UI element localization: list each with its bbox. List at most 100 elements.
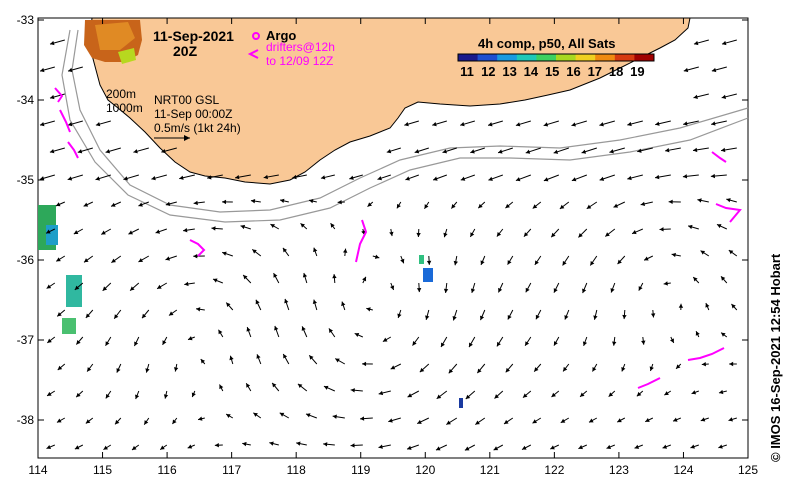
current-vector-field	[39, 39, 738, 451]
current-vector-head	[162, 340, 167, 345]
current-vector-head	[183, 227, 188, 233]
current-vector-head	[522, 445, 527, 450]
current-vector-head	[213, 278, 218, 283]
current-vector-head	[525, 287, 530, 293]
current-vector-head	[505, 367, 510, 373]
x-tick-label: 120	[415, 463, 435, 477]
current-vector-head	[728, 417, 733, 422]
current-vector-head	[222, 251, 227, 256]
drifter-track	[54, 87, 64, 103]
current-vector-head	[46, 229, 51, 234]
current-vector-head	[242, 441, 247, 447]
current-vector-head	[76, 392, 81, 398]
drifter-track	[189, 239, 206, 257]
current-vector-head	[386, 149, 392, 154]
sst-patch-warm	[95, 22, 135, 50]
current-vector-head	[470, 232, 475, 237]
current-vector-head	[282, 247, 288, 253]
current-vector-head	[273, 273, 278, 278]
x-tick-label: 121	[480, 463, 500, 477]
current-vector-head	[507, 314, 512, 320]
drifter-track	[687, 347, 725, 361]
isobath-200m	[71, 29, 749, 213]
current-vector-head	[341, 301, 346, 307]
current-vector-head	[279, 412, 285, 417]
scale-label: 0.5m/s (1kt 24h)	[154, 121, 241, 135]
current-vector-head	[578, 445, 583, 450]
current-vector-head	[388, 418, 393, 423]
sst-colorbar	[457, 53, 655, 62]
current-vector-head	[77, 149, 83, 154]
current-vector-head	[138, 258, 144, 262]
current-vector-head	[636, 391, 642, 397]
current-vector-head	[673, 417, 678, 422]
current-vector-head	[452, 315, 457, 321]
current-vector-head	[50, 94, 55, 100]
current-vector-head	[105, 393, 110, 399]
x-axis-ticks: 114 115 116 117 118 119 120 121 122 123 124 125	[28, 18, 758, 477]
current-vector-head	[493, 446, 499, 451]
current-vector-head	[637, 148, 642, 153]
current-vector-head	[711, 67, 717, 73]
current-vector-head	[132, 445, 137, 450]
current-vector-head	[116, 368, 121, 373]
current-vector-head	[400, 258, 405, 264]
current-vector-head	[46, 444, 52, 450]
current-vector-head	[49, 149, 55, 154]
current-vector-head	[168, 311, 174, 316]
current-vector-head	[627, 175, 632, 181]
current-vector-head	[525, 149, 531, 154]
current-vector-head	[219, 384, 224, 390]
current-vector-head	[726, 198, 731, 203]
current-vector-head	[649, 366, 654, 371]
current-vector-head	[470, 149, 475, 154]
current-vector-head	[222, 199, 227, 205]
drifter-track	[637, 377, 661, 389]
colorbar-title: 4h comp, p50, All Sats	[478, 36, 616, 51]
current-vector-head	[627, 121, 632, 127]
current-vector-head	[701, 361, 706, 367]
current-vector-head	[76, 340, 81, 345]
current-vector-head	[240, 224, 246, 230]
current-vector-head	[50, 40, 55, 46]
current-vector-head	[165, 256, 171, 261]
y-tick-label: -38	[17, 413, 35, 427]
current-vector-head	[297, 383, 303, 389]
current-vector-head	[659, 227, 664, 232]
current-vector-head	[313, 247, 318, 253]
current-vector-head	[641, 340, 646, 345]
current-vector-head	[378, 390, 384, 396]
current-vector-head	[105, 149, 111, 154]
current-vector-head	[564, 315, 569, 320]
current-vector-head	[586, 204, 592, 209]
current-vector-head	[218, 329, 223, 335]
current-vector-head	[39, 121, 45, 127]
current-vector-head	[179, 175, 184, 180]
current-vector-head	[193, 253, 198, 259]
current-vector-head	[191, 392, 196, 398]
current-vector-head	[523, 232, 529, 237]
current-vector-head	[253, 412, 258, 417]
product-label-2: 11-Sep 00:00Z	[154, 107, 233, 121]
current-vector-head	[640, 201, 646, 207]
current-vector-head	[56, 257, 61, 262]
current-vector-head	[362, 361, 367, 367]
current-vector-head	[632, 230, 637, 235]
current-vector-head	[102, 286, 108, 291]
current-vector-head	[638, 286, 643, 291]
current-vector-head	[337, 199, 342, 205]
current-vector-head	[590, 260, 595, 266]
current-vector-head	[608, 392, 614, 397]
current-vector-head	[676, 364, 681, 369]
colorbar-tick-label: 15	[545, 64, 559, 79]
current-vector-head	[612, 341, 617, 346]
current-vector-head	[350, 388, 355, 393]
x-tick-label: 114	[28, 463, 47, 477]
y-tick-label: -35	[17, 173, 35, 187]
current-vector-head	[433, 176, 438, 181]
current-vector-head	[426, 260, 432, 265]
current-vector-head	[243, 275, 248, 280]
current-vector-head	[350, 443, 355, 448]
current-vector-head	[650, 313, 656, 318]
current-vector-head	[610, 288, 615, 293]
